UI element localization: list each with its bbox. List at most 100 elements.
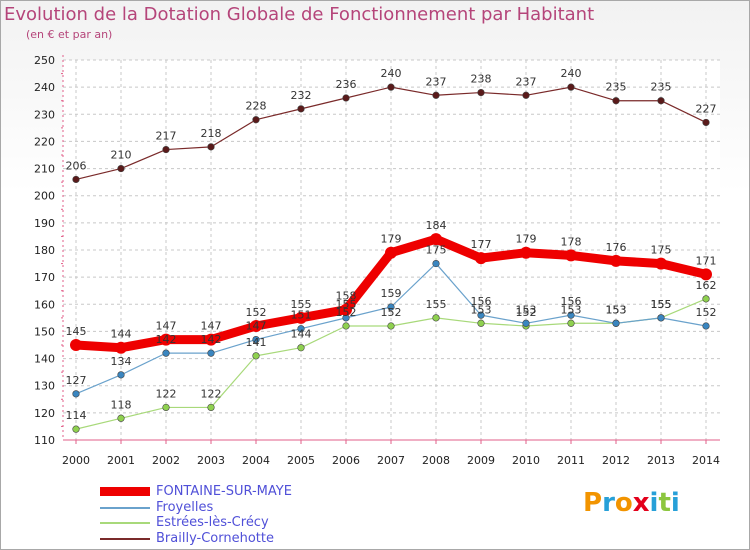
- legend-label: FONTAINE-SUR-MAYE: [156, 484, 292, 499]
- data-point: [207, 143, 215, 151]
- legend-swatch: [100, 522, 150, 524]
- y-tick-label: 200: [34, 190, 55, 203]
- data-label: 141: [246, 336, 267, 349]
- y-tick-label: 180: [34, 244, 55, 257]
- x-tick-label: 2007: [377, 454, 405, 467]
- data-point: [567, 311, 575, 319]
- data-label: 153: [606, 303, 627, 316]
- data-point: [115, 341, 127, 354]
- data-label: 114: [66, 409, 87, 422]
- data-point: [700, 268, 712, 281]
- data-label: 171: [696, 254, 717, 267]
- data-label: 175: [426, 244, 447, 257]
- y-tick-label: 150: [34, 325, 55, 338]
- data-point: [657, 97, 665, 105]
- legend-swatch: [100, 487, 150, 496]
- data-point: [160, 333, 172, 346]
- data-point: [117, 371, 125, 379]
- data-label: 240: [561, 67, 582, 80]
- data-label: 176: [606, 241, 627, 254]
- data-point: [477, 311, 485, 319]
- data-label: 153: [561, 303, 582, 316]
- data-labels: 206 210 217 218 228 232 236 240 237 238 237 240 235 2…: [66, 67, 717, 422]
- legend-label: Brailly-Cornehotte: [156, 530, 274, 546]
- series-group: [70, 83, 712, 433]
- y-tick-label: 160: [34, 298, 55, 311]
- data-label: 155: [651, 298, 672, 311]
- data-label: 228: [246, 100, 267, 113]
- data-label: 158: [336, 290, 357, 303]
- data-label: 144: [291, 328, 312, 341]
- x-tick-label: 2006: [332, 454, 360, 467]
- data-point: [205, 333, 217, 346]
- data-label: 184: [426, 219, 447, 232]
- y-tick-label: 230: [34, 108, 55, 121]
- data-point: [430, 233, 442, 246]
- data-label: 153: [516, 303, 537, 316]
- data-label: 142: [156, 333, 177, 346]
- y-tick-label: 210: [34, 163, 55, 176]
- logo-letter: i: [649, 488, 659, 518]
- data-point: [297, 344, 305, 352]
- data-point: [702, 322, 710, 330]
- y-tick-label: 120: [34, 407, 55, 420]
- data-label: 236: [336, 78, 357, 91]
- data-label: 177: [471, 238, 492, 251]
- data-label: 217: [156, 130, 177, 143]
- data-label: 238: [471, 73, 492, 86]
- data-point: [477, 88, 485, 97]
- logo-letter: r: [602, 488, 615, 518]
- chart-subtitle: (en € et par an): [26, 28, 113, 41]
- x-tick-label: 2000: [62, 454, 90, 467]
- x-tick-label: 2001: [107, 454, 135, 467]
- data-label: 206: [66, 159, 87, 172]
- logo-letter: t: [658, 488, 671, 518]
- x-tick-label: 2002: [152, 454, 180, 467]
- data-point: [250, 320, 262, 332]
- logo-letter: o: [614, 488, 633, 518]
- logo-letter: P: [583, 488, 603, 518]
- data-point: [342, 322, 350, 330]
- data-label: 235: [606, 81, 627, 94]
- logo-letter: i: [670, 488, 680, 518]
- data-label: 232: [291, 89, 312, 102]
- y-tick-label: 170: [34, 271, 55, 284]
- data-point: [72, 425, 80, 433]
- data-label: 178: [561, 235, 582, 248]
- data-label: 155: [291, 298, 312, 311]
- data-point: [340, 303, 352, 316]
- legend-swatch: [100, 506, 150, 509]
- y-tick-label: 250: [34, 54, 55, 67]
- x-tick-label: 2010: [512, 454, 540, 467]
- data-label: 235: [651, 81, 672, 94]
- data-point: [522, 319, 530, 327]
- data-label: 147: [246, 320, 267, 333]
- data-point: [475, 252, 487, 265]
- legend-label: Froyelles: [156, 499, 214, 515]
- chart-title: Evolution de la Dotation Globale de Fonc…: [4, 4, 595, 25]
- data-point: [612, 319, 620, 327]
- data-label: 179: [381, 233, 402, 246]
- data-label: 127: [66, 374, 87, 387]
- data-label: 153: [471, 303, 492, 316]
- data-label: 153: [606, 303, 627, 316]
- data-point: [72, 390, 80, 398]
- data-label: 155: [336, 298, 357, 311]
- data-point: [117, 164, 125, 173]
- x-tick-label: 2003: [197, 454, 225, 467]
- data-point: [612, 97, 620, 105]
- data-point: [387, 303, 395, 311]
- x-tick-label: 2009: [467, 454, 495, 467]
- y-tick-label: 110: [34, 434, 55, 447]
- data-label: 237: [426, 75, 447, 88]
- y-tick-label: 240: [34, 81, 55, 94]
- data-label: 134: [111, 355, 132, 368]
- data-point: [567, 83, 575, 91]
- x-tick-label: 2012: [602, 454, 630, 467]
- data-point: [72, 175, 80, 184]
- data-label: 155: [426, 298, 447, 311]
- data-point: [162, 403, 170, 412]
- y-tick-label: 220: [34, 135, 55, 148]
- data-point: [520, 246, 532, 259]
- data-label: 122: [201, 387, 222, 400]
